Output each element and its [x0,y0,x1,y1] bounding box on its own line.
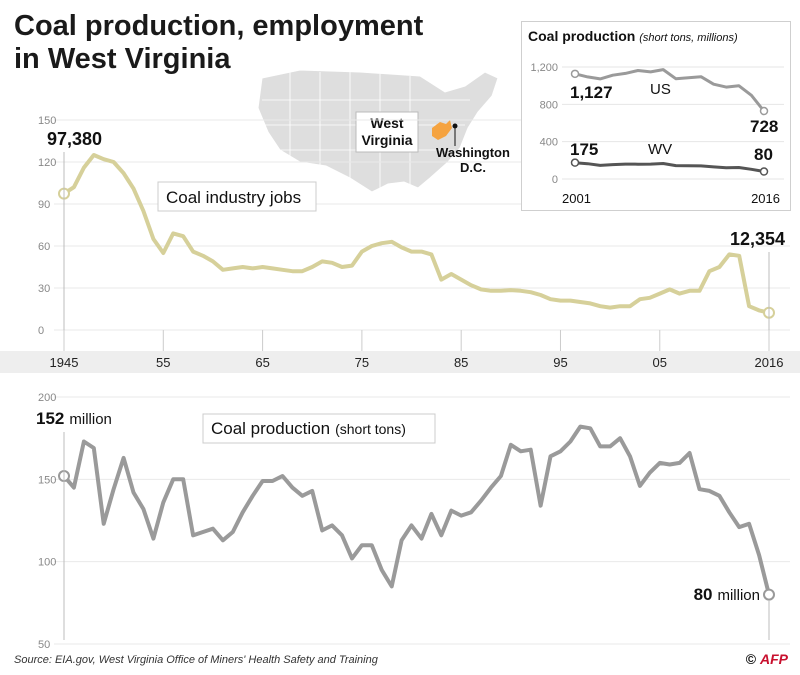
inset-wv-line [574,161,765,173]
year-tick-label: 65 [255,355,269,370]
year-tick-label: 85 [454,355,468,370]
inset-title-sub: (short tons, millions) [639,32,738,44]
production-y-tick-label: 50 [38,639,50,651]
state-label-line-2: Virginia [361,132,412,148]
production-line [62,424,771,597]
inset-x-label-start: 2001 [562,191,591,206]
year-axis: 1945 55 65 75 85 95 05 2016 [50,330,784,370]
title-line-2: in West Virginia [14,43,231,75]
production-end-unit: million [717,587,760,604]
title-line-1: Coal production, employment [14,10,424,42]
inset-y-tick-label: 800 [540,99,558,111]
jobs-y-tick-label: 60 [38,241,50,253]
inset-us-start-label: 1,127 [570,83,613,102]
production-start-value: 152 [36,409,64,428]
year-axis-band [0,351,800,373]
inset-us-series-name: US [650,81,671,98]
year-tick-label: 05 [653,355,667,370]
inset-us-end-label: 728 [750,117,778,136]
year-tick-label: 95 [553,355,567,370]
year-tick-label: 1945 [50,355,79,370]
production-label-suffix: (short tons) [335,421,406,437]
jobs-y-tick-label: 0 [38,325,44,337]
afp-logo: AFP [760,651,788,667]
inset-us-line [574,68,766,113]
inset-panel: 0 400 800 1,200 1,127 US 728 175 WV 80 2001… [521,21,791,211]
inset-wv-end-label: 80 [754,145,773,164]
production-y-tick-label: 200 [38,392,56,404]
page-title: Coal production, employment in West Virg… [14,10,434,76]
jobs-end-label: 12,354 [730,229,785,249]
jobs-line [62,153,771,315]
inset-wv-start-label: 175 [570,140,598,159]
jobs-label-text: Coal industry jobs [166,188,301,207]
jobs-start-label: 97,380 [47,129,102,149]
washington-dc-marker [452,123,458,129]
city-label-line-1: Washington [436,145,510,160]
jobs-y-tick-label: 30 [38,283,50,295]
year-tick-label: 2016 [755,355,784,370]
inset-y-tick-label: 0 [552,174,558,186]
year-tick-label: 55 [156,355,170,370]
year-tick-label: 75 [355,355,369,370]
inset-title: Coal production (short tons, millions) [528,28,738,44]
production-end-marker [763,588,775,601]
production-y-tick-label: 150 [38,474,56,486]
inset-y-tick-label: 1,200 [530,62,558,74]
agency-credit: © AFP [746,651,788,667]
state-label-line-1: West [370,115,404,131]
jobs-y-tick-label: 120 [38,157,56,169]
inset-us-start-marker [570,69,580,79]
city-label-line-2: D.C. [460,160,486,175]
production-panel-label: Coal production (short tons) [202,413,436,444]
inset-series [570,68,769,176]
state-label-box [355,111,419,153]
west-virginia-shape [432,120,452,140]
jobs-panel-label: Coal industry jobs [157,181,317,212]
source-note: Source: EIA.gov, West Virginia Office of… [14,654,378,666]
production-start-unit: million [69,411,112,428]
inset-y-axis: 0 400 800 1,200 [530,62,784,186]
jobs-label-box [157,181,317,212]
production-start-label: 152 million [36,409,112,428]
inset-x-label-end: 2016 [751,191,780,206]
inset-y-tick-label: 400 [540,137,558,149]
copyright-symbol: © [745,651,757,667]
inset-wv-end-marker [759,167,769,176]
production-end-value: 80 [694,585,713,604]
production-y-tick-label: 100 [38,557,56,569]
inset-wv-series-name: WV [648,141,672,158]
us-map: West Virginia Washington D.C. [257,69,510,193]
jobs-y-tick-label: 150 [38,115,56,127]
production-label-main: Coal production [211,419,330,438]
inset-wv-start-marker [570,158,580,167]
inset-us-end-marker [759,106,769,116]
production-label-box [202,413,436,444]
production-series [58,424,775,601]
jobs-y-tick-label: 90 [38,199,50,211]
inset-title-main: Coal production [528,28,636,44]
production-end-label: 80 million [694,585,760,604]
production-label-text: Coal production (short tons) [211,419,406,438]
inset-chart-svg: 0 400 800 1,200 1,127 US 728 175 WV 80 2001… [530,62,784,206]
